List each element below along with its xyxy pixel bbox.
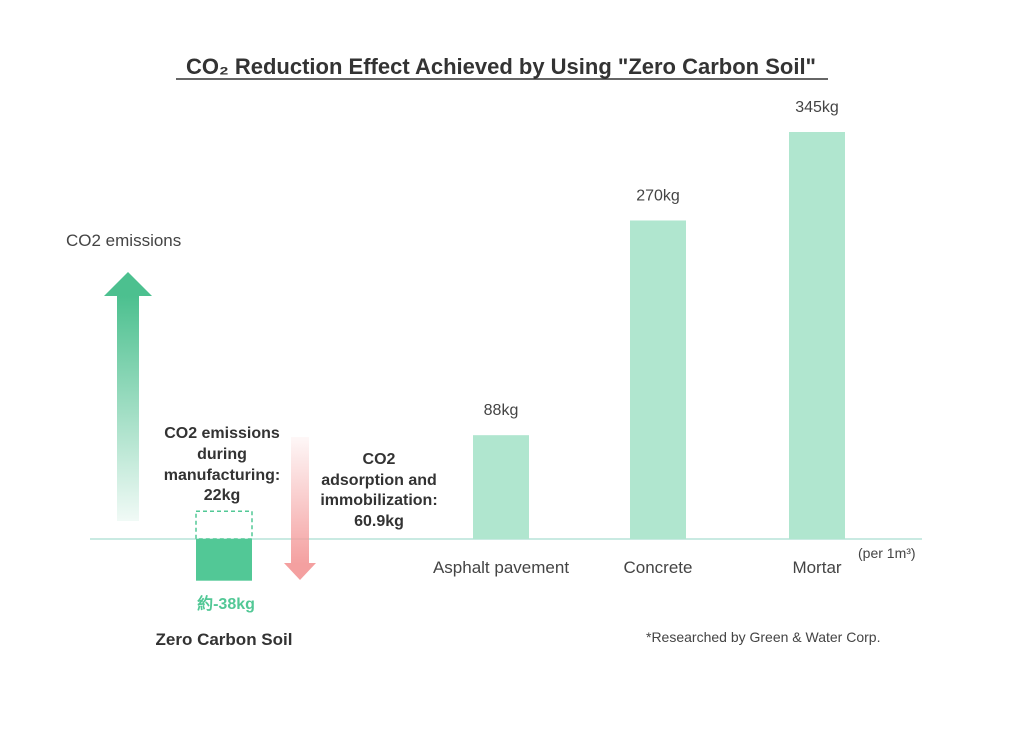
manufacturing-text-line: 22kg: [204, 487, 240, 504]
manufacturing-text-line: during: [197, 446, 247, 463]
category-label: Mortar: [792, 558, 841, 577]
down-arrow-icon: [284, 437, 316, 580]
adsorption-text-line: CO2: [363, 451, 396, 468]
adsorption-text-line: immobilization:: [320, 492, 437, 509]
manufacturing-emissions-bar: [195, 510, 253, 540]
unit-note: (per 1m³): [858, 545, 916, 561]
chart-title: CO₂ Reduction Effect Achieved by Using "…: [186, 54, 816, 79]
bar-value-label: 270kg: [636, 187, 680, 204]
adsorption-text-line: 60.9kg: [354, 513, 404, 530]
zero-carbon-soil-bar: [196, 539, 252, 581]
zero-carbon-soil-value-label: 約-38kg: [197, 594, 255, 613]
comparison-bars: 88kg Asphalt pavement 270kg Concrete 345kg Mo…: [433, 99, 845, 577]
category-label: Concrete: [624, 558, 693, 577]
bar-value-label: 88kg: [484, 402, 519, 419]
bar-value-label: 345kg: [795, 99, 839, 116]
bar-mortar: [789, 132, 845, 539]
manufacturing-text-line: manufacturing:: [164, 467, 280, 484]
footnote: *Researched by Green & Water Corp.: [646, 629, 880, 645]
category-label: Asphalt pavement: [433, 558, 569, 577]
bar-asphalt-pavement: [473, 435, 529, 539]
manufacturing-text-line: CO2 emissions: [164, 425, 280, 442]
up-arrow-icon: [104, 272, 152, 521]
y-axis-label: CO2 emissions: [66, 231, 181, 250]
manufacturing-annotation: CO2 emissions during manufacturing: 22kg: [164, 425, 280, 504]
adsorption-text-line: adsorption and: [321, 472, 437, 489]
zero-carbon-soil-category-label: Zero Carbon Soil: [156, 630, 293, 649]
bar-concrete: [630, 220, 686, 539]
adsorption-annotation: CO2 adsorption and immobilization: 60.9k…: [320, 451, 437, 530]
